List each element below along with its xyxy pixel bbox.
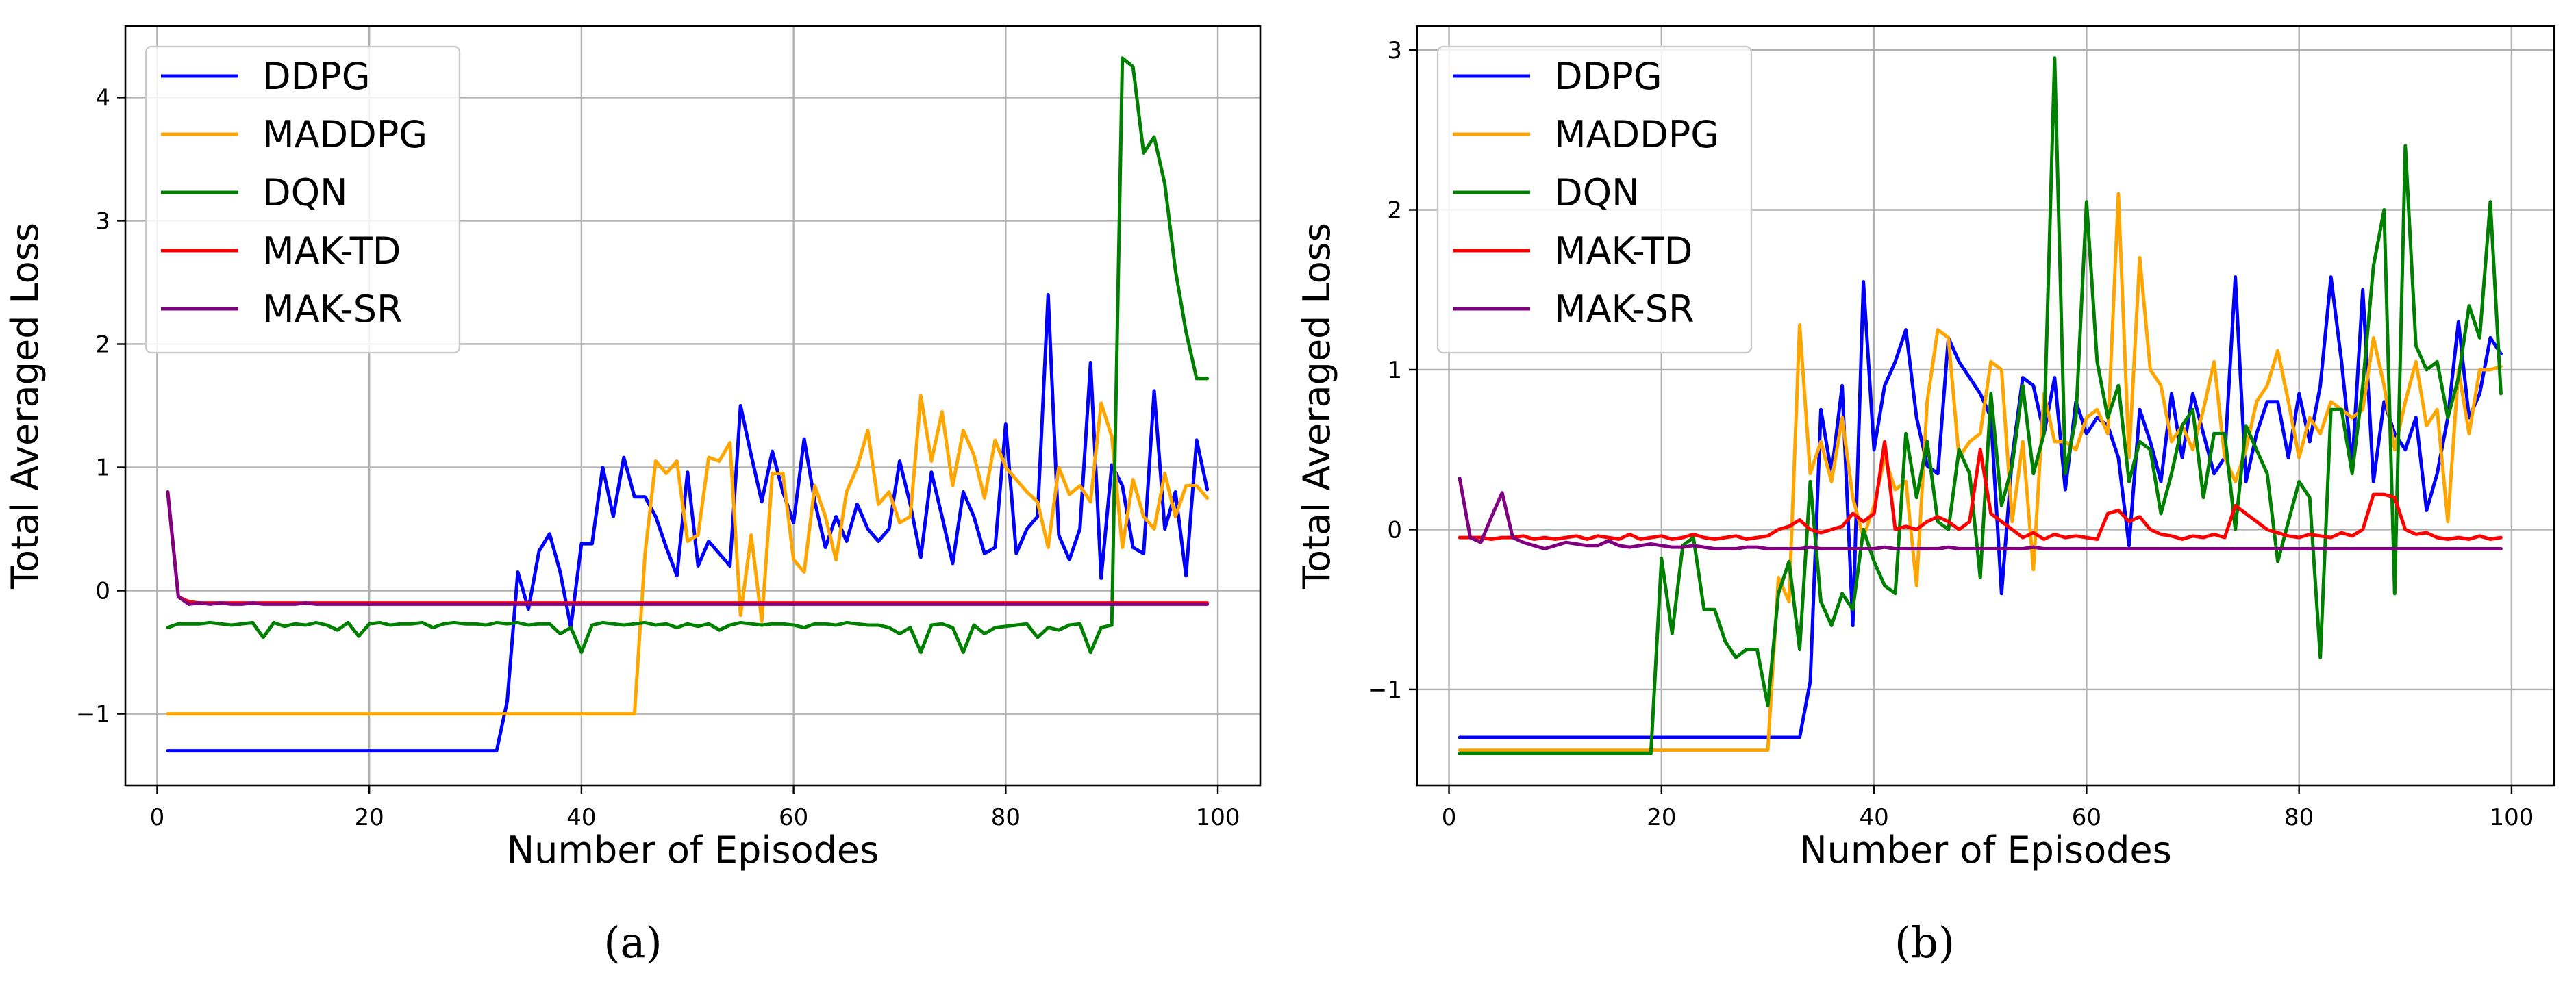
chart-panel-b: 0 20 40 60 80 100 −1 0 1 2 3 Number of Episodes Tota… (1295, 25, 2555, 872)
legend-label-mak-td: MAK-TD (1554, 229, 1692, 273)
legend-box (145, 45, 461, 354)
plot-frame (124, 25, 1262, 787)
legend: DDPG MADDPG DQN MAK-TD MAK-SR (1436, 45, 1753, 354)
y-tick-label: 0 (95, 578, 110, 605)
legend-label-ddpg: DDPG (1554, 55, 1662, 98)
y-tick-label: 3 (1387, 37, 1402, 64)
x-tick-label: 0 (150, 804, 165, 831)
y-tick-label: 2 (95, 331, 110, 358)
x-tick-label: 20 (355, 804, 384, 831)
series-line-maddpg (1458, 192, 2503, 752)
x-tick-label: 60 (2072, 804, 2101, 831)
legend-label-maddpg: MADDPG (262, 113, 427, 156)
y-tick-label: 0 (1387, 516, 1402, 544)
legend-label-ddpg: DDPG (262, 55, 371, 98)
x-tick-label: 0 (1442, 804, 1457, 831)
x-tick-label: 80 (2284, 804, 2314, 831)
legend-label-dqn: DQN (1554, 171, 1639, 214)
x-axis-label: Number of Episodes (1799, 828, 2172, 872)
x-tick-label: 80 (991, 804, 1021, 831)
x-tick-label: 40 (566, 804, 596, 831)
series-line-ddpg (166, 293, 1210, 753)
y-tick-label: 1 (95, 455, 110, 482)
panel-caption-b: (b) (1894, 917, 1955, 967)
series-line-mak-sr (166, 490, 1210, 606)
chart-panel-a: 0 20 40 60 80 100 −1 0 1 2 3 4 Number of Episodes Tot… (3, 25, 1262, 872)
y-tick-label: 1 (1387, 357, 1402, 384)
y-axis-label: Total Averaged Loss (3, 223, 47, 590)
x-tick-label: 60 (779, 804, 808, 831)
series-lines (166, 56, 1210, 753)
series-lines (1458, 56, 2503, 755)
y-axis-label: Total Averaged Loss (1295, 223, 1338, 590)
x-axis-label: Number of Episodes (507, 828, 879, 872)
legend-label-mak-td: MAK-TD (262, 229, 401, 273)
y-tick-label: 4 (95, 84, 110, 112)
y-tick-label: 3 (95, 207, 110, 235)
series-line-mak-sr (1458, 477, 2503, 550)
series-line-dqn (166, 56, 1210, 655)
x-tick-label: 100 (2489, 804, 2534, 831)
x-tick-label: 100 (1196, 804, 1240, 831)
legend-label-mak-sr: MAK-SR (1554, 288, 1695, 331)
series-line-dqn (1458, 56, 2503, 755)
series-line-mak-td (1458, 440, 2503, 541)
legend-box (1436, 45, 1753, 354)
series-line-maddpg (166, 394, 1210, 716)
panel-caption-a: (a) (603, 917, 662, 967)
y-tick-label: −1 (1368, 676, 1402, 704)
plot-frame (1416, 25, 2555, 787)
x-tick-label: 20 (1647, 804, 1676, 831)
y-tick-label: 2 (1387, 197, 1402, 224)
legend-label-maddpg: MADDPG (1554, 113, 1719, 156)
series-line-ddpg (1458, 275, 2503, 739)
legend: DDPG MADDPG DQN MAK-TD MAK-SR (145, 45, 461, 354)
series-line-mak-td (166, 490, 1210, 605)
legend-label-dqn: DQN (262, 171, 347, 214)
legend-label-mak-sr: MAK-SR (262, 288, 403, 331)
x-tick-label: 40 (1859, 804, 1888, 831)
y-tick-label: −1 (76, 701, 110, 729)
